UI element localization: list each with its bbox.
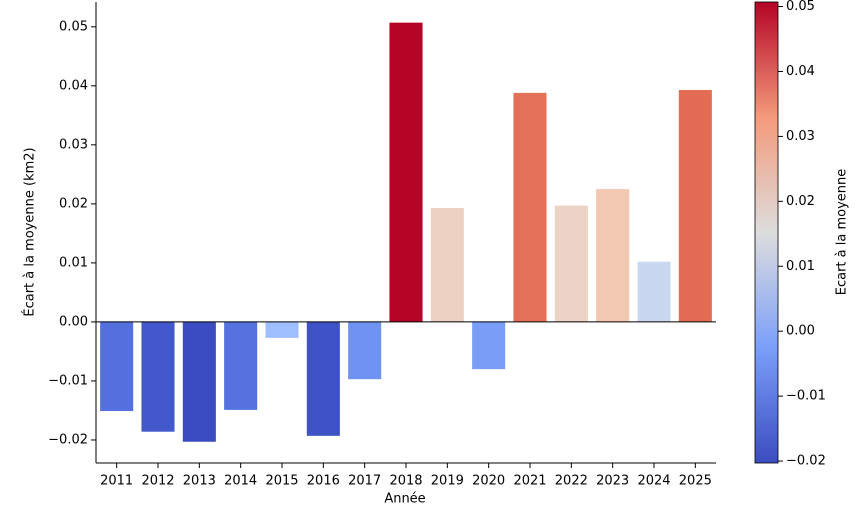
colorbar-tick-label: 0.03 [786,129,815,144]
bar [348,321,382,380]
colorbar-tick-label: 0.02 [786,194,815,209]
bar [596,189,630,322]
colorbar-tick-label: −0.02 [786,454,826,469]
bar [265,321,299,338]
bar [513,92,547,322]
bar [306,321,340,436]
bar [472,321,506,370]
bar [182,321,216,442]
x-tick-label: 2011 [100,474,133,489]
bar [100,321,134,412]
bar [389,22,423,322]
y-tick-label: 0.00 [59,314,88,329]
colorbar-tick-label: 0.05 [786,0,815,14]
colorbar-tick-label: 0.04 [786,64,815,79]
x-tick-label: 2018 [389,474,422,489]
colorbar-label: Ecart à la moyenne [835,169,850,296]
x-tick-label: 2016 [307,474,340,489]
bar [224,321,258,410]
x-tick-label: 2023 [596,474,629,489]
x-axis-label: Année [384,492,425,507]
x-tick-label: 2014 [224,474,257,489]
x-tick-label: 2025 [679,474,712,489]
y-tick-label: −0.01 [48,373,88,388]
x-tick-label: 2024 [637,474,670,489]
y-tick-label: 0.02 [59,196,88,211]
x-tick-label: 2015 [265,474,298,489]
colorbar-tick-label: 0.01 [786,259,815,274]
x-tick-label: 2019 [431,474,464,489]
bar [141,321,175,432]
bar [430,208,464,322]
colorbar [754,1,779,464]
y-tick-label: 0.05 [59,19,88,34]
x-tick-label: 2021 [513,474,546,489]
x-tick-label: 2017 [348,474,381,489]
y-tick-label: 0.01 [59,255,88,270]
colorbar-tick-label: 0.00 [786,324,815,339]
x-tick-label: 2020 [472,474,505,489]
colorbar-tick-label: −0.01 [786,389,826,404]
x-tick-label: 2012 [141,474,174,489]
y-axis-label: Écart à la moyenne (km2) [22,147,38,316]
y-tick-label: −0.02 [48,432,88,447]
bar [554,205,588,322]
x-tick-label: 2013 [183,474,216,489]
bar [637,261,671,322]
y-tick-label: 0.04 [59,78,88,93]
y-tick-label: 0.03 [59,137,88,152]
bar [678,89,712,322]
x-tick-label: 2022 [555,474,588,489]
